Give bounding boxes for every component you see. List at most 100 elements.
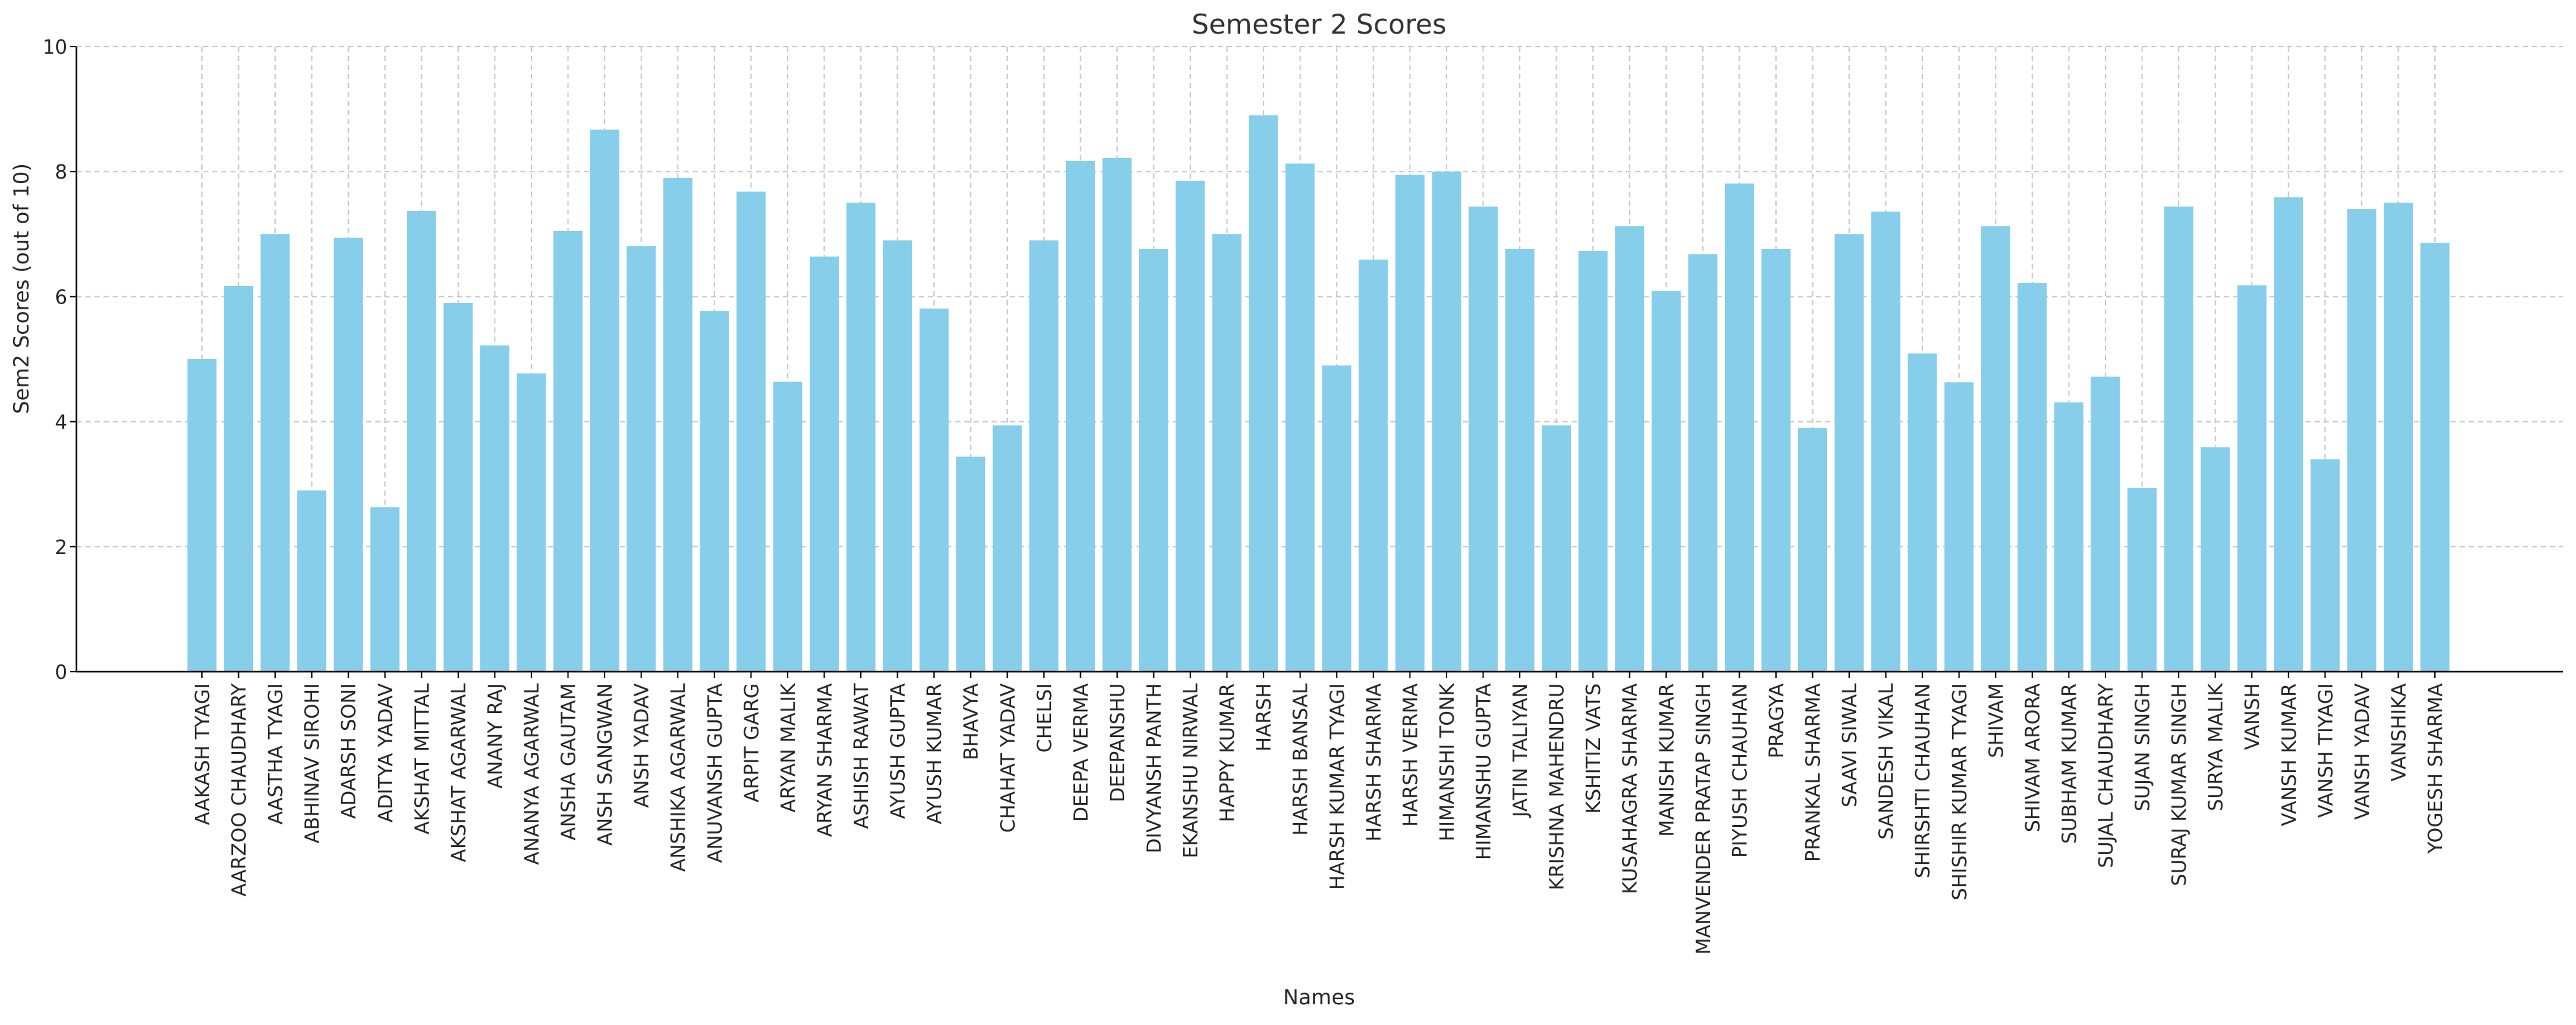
x-tick-label: HIMANSHU GUPTA (1473, 683, 1496, 861)
x-tick-label: ADARSH SONI (338, 683, 361, 819)
bar (1615, 226, 1645, 672)
x-tick-label: ANSHIKA AGARWAL (667, 683, 690, 872)
bar (2164, 206, 2193, 672)
bar (1907, 353, 1937, 672)
bar (2274, 197, 2304, 672)
bar (1871, 212, 1901, 672)
x-tick-label: ARYAN SHARMA (814, 683, 836, 837)
bar (260, 234, 290, 672)
x-tick-label: ASHISH RAWAT (850, 683, 873, 829)
bar (1249, 115, 1278, 672)
bar (2127, 487, 2157, 672)
labels: 0 2 4 6 8 10 AAKASH TYAGI AARZOO CHAUDHARY AASTH… (43, 36, 2447, 954)
bar (1175, 181, 1205, 672)
x-tick-label: ANSH SANGWAN (594, 683, 617, 846)
bar (590, 129, 619, 672)
bar (1029, 240, 1059, 672)
x-tick-label: AYUSH GUPTA (887, 683, 910, 819)
bar (2420, 243, 2450, 672)
bar (1505, 248, 1535, 672)
x-tick-label: HARSH (1253, 683, 1276, 752)
bar (1469, 206, 1498, 672)
bar (1285, 163, 1315, 672)
x-tick-label: SURAJ KUMAR SINGH (2168, 683, 2191, 886)
bar (736, 192, 766, 672)
x-tick-label: AAKASH TYAGI (192, 683, 214, 825)
x-tick-label: BHAVYA (960, 683, 983, 760)
x-tick-label: ANSHA GAUTAM (558, 683, 581, 841)
x-tick-label: ANANYA AGARWAL (521, 683, 544, 865)
x-tick-label: DEEPANSHU (1107, 683, 1129, 802)
x-tick-label: AASTHA TYAGI (265, 683, 287, 824)
bar (1761, 248, 1791, 672)
bar (1798, 428, 1828, 672)
bar (553, 230, 583, 672)
x-tick-label: PRAGYA (1766, 683, 1788, 758)
bar (1578, 250, 1608, 672)
x-tick-label: YOGESH SHARMA (2425, 683, 2447, 854)
bar (1688, 254, 1718, 672)
bar (1651, 291, 1681, 672)
bar (663, 177, 693, 672)
bar (333, 237, 363, 672)
x-tick-label: AYUSH KUMAR (924, 683, 946, 824)
bar (1359, 259, 1388, 672)
x-tick-label: EKANSHU NIRWAL (1180, 683, 1203, 859)
bar (297, 490, 327, 672)
x-tick-label: VANSH TIYAGI (2315, 683, 2337, 818)
x-tick-label: HARSH VERMA (1399, 683, 1422, 827)
x-tick-label: HIMANSHI TONK (1436, 683, 1459, 842)
x-axis-title: Names (1283, 985, 1355, 1009)
bar (370, 507, 400, 672)
x-tick-label: VANSH KUMAR (2278, 683, 2301, 826)
bar (700, 311, 729, 672)
bar (627, 246, 656, 672)
x-tick-label: CHELSI (1034, 683, 1056, 753)
x-tick-label: SAAVI SIWAL (1839, 683, 1861, 808)
x-tick-label: SUBHAM KUMAR (2058, 683, 2081, 844)
y-axis-title: Sem2 Scores (out of 10) (9, 163, 34, 413)
axes (70, 46, 2563, 678)
chart-title: Semester 2 Scores (1192, 8, 1447, 40)
bar (1395, 175, 1425, 672)
bar (1212, 234, 1242, 672)
bar (2201, 447, 2230, 672)
bar (187, 359, 217, 672)
bar (2017, 283, 2047, 672)
x-tick-label: SHIVAM (1985, 683, 2008, 758)
bar (480, 345, 509, 672)
x-tick-label: HARSH KUMAR TYAGI (1326, 683, 1349, 890)
bar (224, 285, 254, 672)
bar (1981, 226, 2010, 672)
x-tick-label: SUJAN SINGH (2132, 683, 2155, 811)
x-tick-label: AKSHAT MITTAL (411, 683, 434, 835)
x-tick-label: PRANKAL SHARMA (1803, 683, 1825, 862)
bar (992, 425, 1022, 672)
bar (956, 456, 986, 672)
x-tick-label: SANDESH VIKAL (1876, 683, 1898, 840)
bar (516, 373, 546, 672)
bar (1065, 160, 1095, 672)
bar (809, 256, 839, 672)
x-tick-label: MANVENDER PRATAP SINGH (1693, 683, 1715, 954)
bar (2310, 459, 2340, 672)
x-tick-label: AKSHAT AGARWAL (448, 683, 471, 863)
bar (1432, 171, 1461, 672)
bar (1834, 234, 1864, 672)
y-tick-label: 4 (55, 412, 67, 434)
x-tick-label: ARYAN MALIK (777, 683, 800, 813)
bar (2383, 203, 2413, 672)
x-tick-label: HARSH BANSAL (1290, 683, 1313, 836)
x-tick-label: SHIVAM ARORA (2022, 683, 2045, 833)
bar (2347, 209, 2377, 672)
x-tick-label: DIVYANSH PANTH (1143, 683, 1166, 854)
x-tick-label: ANSH YADAV (631, 683, 654, 808)
x-tick-label: ANANY RAJ (484, 683, 507, 789)
x-tick-label: SHISHIR KUMAR TYAGI (1949, 683, 1971, 900)
x-tick-label: CHAHAT YADAV (997, 683, 1019, 833)
bar (1724, 183, 1754, 672)
bar (1102, 157, 1132, 672)
bar (2237, 285, 2267, 672)
